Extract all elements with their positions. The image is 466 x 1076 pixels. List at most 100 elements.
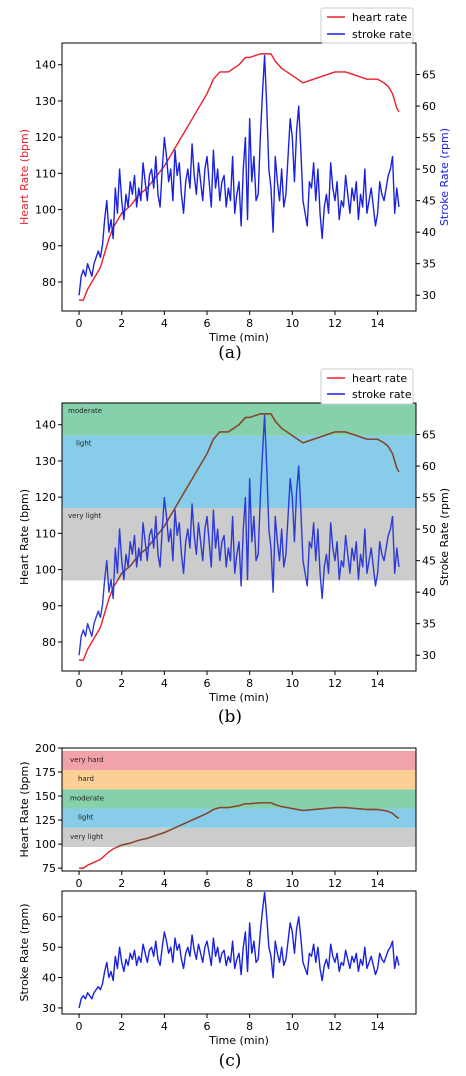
x-tick-label: 12 xyxy=(328,317,342,330)
zone-label-very-hard: very hard xyxy=(70,756,104,764)
left-y-tick-label: 110 xyxy=(35,527,56,540)
left-y-tick-label: 80 xyxy=(42,276,56,289)
left-y-tick-label: 30 xyxy=(42,1002,56,1015)
left-y-tick-label: 110 xyxy=(35,167,56,180)
left-y-tick-label: 200 xyxy=(35,742,56,755)
right-y-axis-label-a: Stroke Rate (rpm) xyxy=(438,128,451,226)
left-y-tick-label: 130 xyxy=(35,455,56,468)
right-y-tick-label: 55 xyxy=(422,492,436,505)
right-y-tick-label: 40 xyxy=(422,226,436,239)
x-tick-label: 4 xyxy=(161,677,168,690)
left-y-tick-label: 120 xyxy=(35,491,56,504)
left-y-axis-label-c1: Heart Rate (bpm) xyxy=(18,761,31,857)
heart-rate-line xyxy=(79,53,400,301)
heart-rate-line-zone xyxy=(117,802,400,848)
right-y-tick-label: 50 xyxy=(422,523,436,536)
plot-frame-a xyxy=(61,42,417,312)
legend-stroke-label-a: stroke rate xyxy=(352,28,412,41)
caption-b: (b) xyxy=(218,707,242,727)
x-tick-label: 4 xyxy=(161,317,168,330)
legend-b: heart rate stroke rate xyxy=(320,368,414,405)
left-y-axis-label-b: Heart Rate (bpm) xyxy=(18,489,31,585)
left-y-ticks-c2: 30 40 50 60 xyxy=(42,911,62,1015)
left-y-axis-label-a: Heart Rate (bpm) xyxy=(18,129,31,225)
x-tick-label: 0 xyxy=(76,1020,83,1033)
x-ticks-a: 0 2 4 6 8 10 12 14 xyxy=(76,311,385,330)
left-y-axis-label-c2: Stroke Rate (rpm) xyxy=(18,903,31,1001)
left-y-ticks-c1: 75 100 125 150 175 200 xyxy=(35,742,62,875)
stroke-rate-line xyxy=(78,891,400,1009)
left-y-tick-label: 50 xyxy=(42,941,56,954)
zone-light xyxy=(62,808,416,828)
stroke-rate-line xyxy=(78,414,400,656)
x-tick-label: 14 xyxy=(371,317,385,330)
right-y-tick-label: 50 xyxy=(422,163,436,176)
left-y-tick-label: 150 xyxy=(35,790,56,803)
x-tick-label: 12 xyxy=(328,1020,342,1033)
left-y-tick-label: 120 xyxy=(35,131,56,144)
right-y-tick-label: 35 xyxy=(422,258,436,271)
zone-hard xyxy=(62,770,416,790)
right-y-tick-label: 35 xyxy=(422,618,436,631)
right-y-tick-label: 60 xyxy=(422,100,436,113)
x-tick-label: 2 xyxy=(118,877,125,890)
x-tick-label: 10 xyxy=(285,317,299,330)
caption-c: (c) xyxy=(219,1051,242,1071)
x-ticks-b: 0 2 4 6 8 10 12 14 xyxy=(76,671,385,690)
legend-a: heart rate stroke rate xyxy=(320,7,414,44)
legend-heart-label-b: heart rate xyxy=(352,372,407,385)
x-tick-label: 12 xyxy=(328,677,342,690)
right-y-tick-label: 55 xyxy=(422,132,436,145)
zone-very-hard xyxy=(62,750,416,771)
x-tick-label: 14 xyxy=(371,677,385,690)
x-tick-label: 6 xyxy=(204,877,211,890)
zone-label-very-light: very light xyxy=(70,833,103,841)
x-tick-label: 0 xyxy=(76,877,83,890)
x-tick-label: 12 xyxy=(328,877,342,890)
plot-frame-b xyxy=(61,402,417,672)
left-y-ticks-b: 80 90 100 110 120 130 140 xyxy=(35,419,62,649)
plot-frame-c2 xyxy=(61,890,417,1015)
legend-stroke-label-b: stroke rate xyxy=(352,388,412,401)
left-y-tick-label: 140 xyxy=(35,419,56,432)
x-tick-label: 6 xyxy=(204,317,211,330)
right-y-tick-label: 60 xyxy=(422,460,436,473)
left-y-tick-label: 40 xyxy=(42,972,56,985)
x-tick-label: 4 xyxy=(161,1020,168,1033)
left-y-tick-label: 130 xyxy=(35,95,56,108)
plot-frame-c1 xyxy=(61,747,417,872)
heart-rate-series-c xyxy=(79,802,400,869)
right-y-tick-label: 30 xyxy=(422,289,436,302)
zone-very-light xyxy=(62,827,416,847)
stroke-rate-series-b xyxy=(78,414,400,656)
left-y-tick-label: 60 xyxy=(42,911,56,924)
stroke-rate-series-a xyxy=(78,54,400,296)
stroke-rate-line xyxy=(78,54,400,296)
x-tick-label: 8 xyxy=(246,877,253,890)
x-tick-label: 14 xyxy=(371,877,385,890)
x-axis-label-a: Time (min) xyxy=(208,331,269,344)
right-y-ticks-b: 30 35 40 45 50 55 60 65 xyxy=(416,429,436,662)
left-y-tick-label: 100 xyxy=(35,564,56,577)
left-y-tick-label: 100 xyxy=(35,204,56,217)
zone-label-light: light xyxy=(76,440,92,448)
right-y-tick-label: 65 xyxy=(422,429,436,442)
x-tick-label: 6 xyxy=(204,677,211,690)
x-tick-label: 10 xyxy=(285,1020,299,1033)
left-y-tick-label: 90 xyxy=(42,600,56,613)
x-tick-label: 2 xyxy=(118,1020,125,1033)
zones-c: very light light moderate hard very hard xyxy=(62,750,416,847)
zone-moderate xyxy=(62,403,416,436)
right-y-tick-label: 45 xyxy=(422,195,436,208)
right-y-axis-label-b: Stroke Rate (rpm) xyxy=(438,488,451,586)
zone-label-moderate: moderate xyxy=(70,794,104,802)
x-axis-label-b: Time (min) xyxy=(208,691,269,704)
x-tick-label: 2 xyxy=(118,317,125,330)
right-y-tick-label: 40 xyxy=(422,586,436,599)
stroke-rate-series-c xyxy=(78,891,400,1009)
x-tick-label: 6 xyxy=(204,1020,211,1033)
x-tick-label: 14 xyxy=(371,1020,385,1033)
left-y-tick-label: 80 xyxy=(42,636,56,649)
left-y-tick-label: 140 xyxy=(35,59,56,72)
